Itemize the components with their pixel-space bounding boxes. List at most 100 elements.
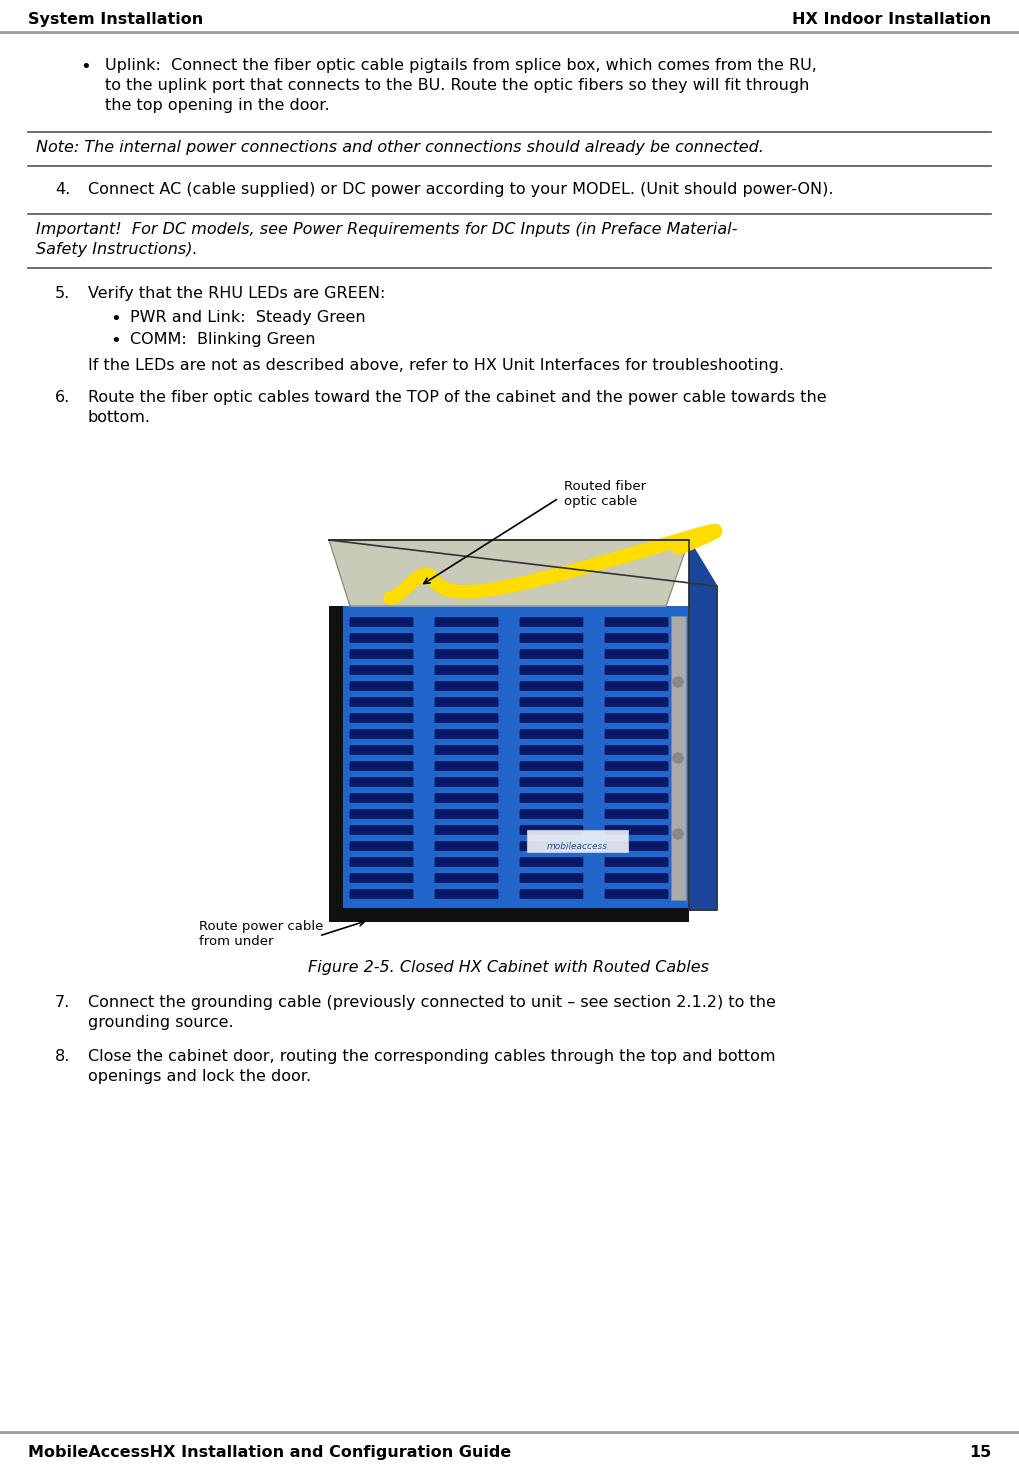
- FancyBboxPatch shape: [435, 873, 498, 883]
- FancyBboxPatch shape: [520, 649, 583, 658]
- FancyBboxPatch shape: [520, 633, 583, 643]
- FancyBboxPatch shape: [520, 777, 583, 786]
- Text: 8.: 8.: [55, 1050, 70, 1064]
- FancyBboxPatch shape: [520, 826, 583, 835]
- Text: Route power cable
from under: Route power cable from under: [199, 920, 323, 948]
- FancyBboxPatch shape: [435, 842, 498, 851]
- FancyBboxPatch shape: [520, 745, 583, 755]
- FancyBboxPatch shape: [350, 698, 413, 707]
- FancyBboxPatch shape: [350, 633, 413, 643]
- FancyBboxPatch shape: [605, 889, 668, 899]
- FancyBboxPatch shape: [605, 682, 668, 690]
- Bar: [329, 908, 689, 921]
- FancyBboxPatch shape: [350, 777, 413, 786]
- Circle shape: [673, 829, 683, 839]
- FancyBboxPatch shape: [435, 810, 498, 818]
- Text: 6.: 6.: [55, 390, 70, 405]
- FancyBboxPatch shape: [605, 810, 668, 818]
- FancyBboxPatch shape: [435, 698, 498, 707]
- Text: 4.: 4.: [55, 183, 70, 197]
- Text: Important!  For DC models, see Power Requirements for DC Inputs (in Preface Mate: Important! For DC models, see Power Requ…: [36, 222, 738, 237]
- Bar: [671, 615, 686, 899]
- Text: Safety Instructions).: Safety Instructions).: [36, 241, 198, 258]
- Circle shape: [673, 677, 683, 687]
- Text: 7.: 7.: [55, 995, 70, 1010]
- FancyBboxPatch shape: [520, 730, 583, 739]
- Text: openings and lock the door.: openings and lock the door.: [88, 1069, 311, 1083]
- FancyBboxPatch shape: [605, 777, 668, 786]
- FancyBboxPatch shape: [605, 826, 668, 835]
- Text: Uplink:  Connect the fiber optic cable pigtails from splice box, which comes fro: Uplink: Connect the fiber optic cable pi…: [105, 57, 817, 74]
- Text: 15: 15: [969, 1446, 991, 1460]
- Text: to the uplink port that connects to the BU. Route the optic fibers so they will : to the uplink port that connects to the …: [105, 78, 809, 93]
- FancyBboxPatch shape: [350, 665, 413, 674]
- FancyBboxPatch shape: [350, 649, 413, 658]
- FancyBboxPatch shape: [520, 761, 583, 771]
- FancyBboxPatch shape: [435, 777, 498, 786]
- FancyBboxPatch shape: [350, 714, 413, 723]
- FancyBboxPatch shape: [435, 633, 498, 643]
- FancyBboxPatch shape: [435, 714, 498, 723]
- Text: 5.: 5.: [55, 286, 70, 300]
- FancyBboxPatch shape: [350, 826, 413, 835]
- Text: Route the fiber optic cables toward the TOP of the cabinet and the power cable t: Route the fiber optic cables toward the …: [88, 390, 826, 405]
- Bar: [319, 530, 699, 920]
- FancyBboxPatch shape: [605, 633, 668, 643]
- FancyBboxPatch shape: [350, 810, 413, 818]
- Polygon shape: [689, 540, 717, 910]
- FancyBboxPatch shape: [350, 889, 413, 899]
- Text: Connect AC (cable supplied) or DC power according to your MODEL. (Unit should po: Connect AC (cable supplied) or DC power …: [88, 183, 834, 197]
- Bar: [329, 606, 343, 910]
- Text: COMM:  Blinking Green: COMM: Blinking Green: [130, 333, 316, 347]
- Bar: [329, 606, 689, 910]
- FancyBboxPatch shape: [350, 793, 413, 802]
- FancyBboxPatch shape: [350, 682, 413, 690]
- FancyBboxPatch shape: [605, 730, 668, 739]
- FancyBboxPatch shape: [520, 617, 583, 627]
- FancyBboxPatch shape: [435, 682, 498, 690]
- FancyBboxPatch shape: [520, 889, 583, 899]
- FancyBboxPatch shape: [520, 793, 583, 802]
- FancyBboxPatch shape: [605, 761, 668, 771]
- Text: HX Indoor Installation: HX Indoor Installation: [792, 12, 991, 26]
- FancyBboxPatch shape: [520, 682, 583, 690]
- FancyBboxPatch shape: [605, 617, 668, 627]
- FancyBboxPatch shape: [605, 793, 668, 802]
- Text: Note: The internal power connections and other connections should already be con: Note: The internal power connections and…: [36, 140, 764, 155]
- FancyBboxPatch shape: [350, 873, 413, 883]
- Text: the top opening in the door.: the top opening in the door.: [105, 99, 329, 113]
- Text: Verify that the RHU LEDs are GREEN:: Verify that the RHU LEDs are GREEN:: [88, 286, 385, 300]
- FancyBboxPatch shape: [520, 810, 583, 818]
- FancyBboxPatch shape: [520, 665, 583, 674]
- FancyBboxPatch shape: [435, 858, 498, 867]
- FancyBboxPatch shape: [435, 649, 498, 658]
- Text: •: •: [81, 57, 91, 77]
- FancyBboxPatch shape: [520, 873, 583, 883]
- Text: System Installation: System Installation: [28, 12, 203, 26]
- Text: Close the cabinet door, routing the corresponding cables through the top and bot: Close the cabinet door, routing the corr…: [88, 1050, 775, 1064]
- FancyBboxPatch shape: [435, 617, 498, 627]
- Text: grounding source.: grounding source.: [88, 1016, 233, 1030]
- FancyBboxPatch shape: [435, 793, 498, 802]
- Text: mobileaccess: mobileaccess: [547, 842, 608, 851]
- FancyBboxPatch shape: [520, 842, 583, 851]
- FancyBboxPatch shape: [605, 858, 668, 867]
- FancyBboxPatch shape: [350, 842, 413, 851]
- Text: If the LEDs are not as described above, refer to HX Unit Interfaces for troubles: If the LEDs are not as described above, …: [88, 358, 784, 372]
- FancyBboxPatch shape: [435, 826, 498, 835]
- Circle shape: [673, 754, 683, 762]
- FancyBboxPatch shape: [435, 665, 498, 674]
- Text: Routed fiber
optic cable: Routed fiber optic cable: [564, 480, 646, 508]
- Text: •: •: [110, 311, 120, 328]
- FancyBboxPatch shape: [350, 858, 413, 867]
- FancyBboxPatch shape: [350, 617, 413, 627]
- FancyBboxPatch shape: [435, 889, 498, 899]
- Text: •: •: [110, 333, 120, 350]
- Text: PWR and Link:  Steady Green: PWR and Link: Steady Green: [130, 311, 366, 325]
- FancyBboxPatch shape: [435, 761, 498, 771]
- FancyBboxPatch shape: [605, 842, 668, 851]
- FancyBboxPatch shape: [605, 745, 668, 755]
- FancyBboxPatch shape: [350, 745, 413, 755]
- Text: MobileAccessHX Installation and Configuration Guide: MobileAccessHX Installation and Configur…: [28, 1446, 512, 1460]
- FancyBboxPatch shape: [435, 730, 498, 739]
